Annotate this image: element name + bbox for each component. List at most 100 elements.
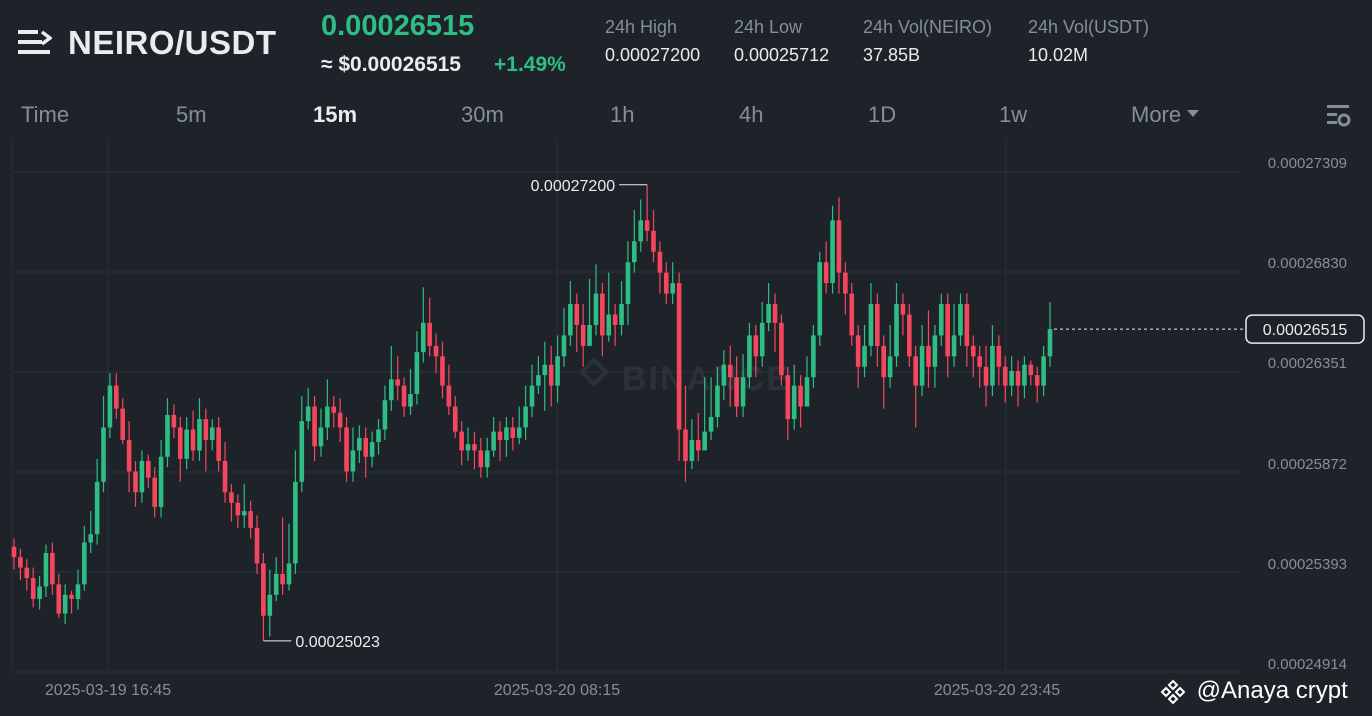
tab-5m[interactable]: 5m — [176, 102, 207, 127]
candle-body — [472, 444, 477, 451]
candle-body — [216, 427, 221, 461]
candle-body — [843, 272, 848, 294]
candle-body — [977, 356, 982, 367]
last-price-box — [1245, 314, 1365, 344]
candle-body — [951, 335, 957, 357]
candle-body — [606, 314, 612, 336]
candle-body — [293, 481, 298, 564]
interval-tabs: Time 5m 15m 30m 1h 4h 1D 1w More — [0, 96, 1372, 138]
candle-body — [894, 304, 899, 357]
candle-body — [811, 335, 816, 378]
trading-pair[interactable]: NEIRO/USDT — [68, 24, 277, 61]
y-tick-label: 0.00025872 — [1268, 456, 1347, 473]
candle-body — [791, 385, 797, 420]
candle-body — [907, 314, 912, 357]
tab-1d[interactable]: 1D — [868, 102, 897, 127]
candle-body — [900, 304, 906, 315]
candle-body — [926, 345, 931, 367]
stat-24h-high: 24h High 0.00027200 — [605, 17, 700, 66]
x-tick-label: 2025-03-20 23:45 — [934, 682, 1060, 699]
candle-body — [43, 552, 49, 587]
chart-settings-icon[interactable] — [1326, 103, 1352, 129]
candle-body — [945, 304, 950, 357]
candle-body — [401, 385, 407, 407]
candlestick-chart[interactable]: BINANCE 0.00027309 0.00026830 0.00026351 0.0… — [0, 140, 1372, 716]
stat-value: 0.00027200 — [605, 45, 701, 65]
binance-watermark: BINANCE — [622, 360, 791, 398]
candle-body — [11, 546, 17, 558]
candle-body — [721, 364, 727, 386]
candle-body — [318, 427, 324, 447]
menu-icon[interactable] — [18, 28, 52, 56]
candle-body — [817, 262, 823, 336]
tab-4h[interactable]: 4h — [739, 102, 764, 127]
candle-body — [516, 427, 522, 438]
candle-body — [759, 322, 765, 357]
candle-body — [651, 230, 656, 252]
y-tick-label: 0.00027309 — [1268, 155, 1347, 172]
candle-body — [663, 272, 669, 294]
candle-body — [574, 304, 580, 325]
candle-body — [344, 427, 349, 472]
y-tick-label: 0.00025393 — [1268, 556, 1347, 573]
candle-body — [408, 393, 413, 407]
candle-body — [120, 408, 126, 441]
candle-body — [395, 379, 401, 386]
candle-body — [804, 377, 810, 407]
candle-body — [18, 557, 23, 568]
candle-body — [632, 241, 637, 263]
candle-body — [747, 335, 752, 378]
candle-body — [862, 345, 867, 367]
chart-canvas[interactable]: BINANCE 0.00027309 0.00026830 0.00026351 0.0… — [0, 140, 1372, 716]
candle-body — [56, 584, 62, 614]
tab-more[interactable]: More — [1131, 102, 1200, 128]
candle-body — [1015, 370, 1021, 386]
low-price-label: 0.00025023 — [295, 634, 380, 651]
candle-body — [37, 586, 42, 599]
candle-body — [484, 450, 490, 468]
candle-body — [248, 511, 253, 528]
candle-body — [261, 563, 266, 616]
tab-time[interactable]: Time — [21, 102, 70, 127]
candle-body — [510, 427, 516, 438]
candle-body — [753, 335, 759, 357]
tab-1h[interactable]: 1h — [610, 102, 635, 127]
binance-logo-icon — [1160, 679, 1186, 705]
candle-body — [62, 594, 68, 614]
candle-body — [75, 584, 81, 599]
usd-price: ≈ $0.00026515 — [321, 53, 461, 76]
candle-body — [24, 567, 30, 579]
candle-body — [459, 431, 464, 451]
candle-body — [337, 412, 343, 428]
candle-body — [382, 400, 388, 430]
candle-body — [1009, 370, 1014, 386]
candle-body — [273, 573, 279, 595]
stat-24h-vol-quote: 24h Vol(USDT) 10.02M — [1028, 17, 1149, 66]
candle-body — [881, 345, 887, 378]
candle-body — [1028, 364, 1034, 376]
candle-body — [996, 345, 1002, 367]
candle-body — [644, 220, 650, 231]
candle-body — [420, 322, 426, 353]
candle-body — [990, 345, 995, 386]
candle-body — [766, 304, 771, 323]
candle-body — [350, 450, 356, 472]
candle-body — [536, 375, 541, 386]
candle-body — [235, 502, 241, 516]
candle-body — [785, 375, 791, 420]
candle-body — [241, 511, 247, 516]
candle-body — [101, 427, 106, 482]
candle-body — [94, 481, 100, 535]
candle-body — [657, 251, 663, 273]
stat-value: 0.00025712 — [734, 45, 830, 65]
tab-30m[interactable]: 30m — [461, 102, 504, 127]
candle-body — [414, 352, 420, 394]
tab-1w[interactable]: 1w — [999, 102, 1028, 127]
stat-label: 24h Vol(USDT) — [1028, 17, 1150, 37]
candle-body — [938, 304, 944, 336]
candle-body — [625, 262, 631, 305]
candle-body — [478, 450, 484, 468]
tab-15m[interactable]: 15m — [313, 102, 358, 127]
candle-body — [683, 429, 688, 461]
candle-body — [1002, 366, 1008, 386]
